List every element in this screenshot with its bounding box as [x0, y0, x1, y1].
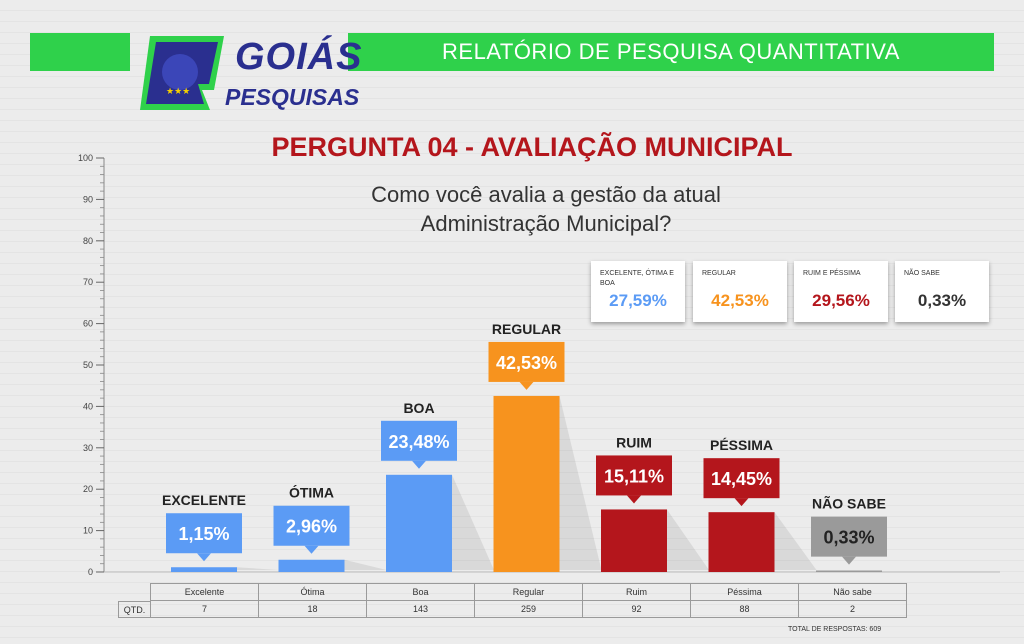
question-title: PERGUNTA 04 - AVALIAÇÃO MUNICIPAL [271, 132, 793, 162]
y-tick-label: 50 [83, 360, 93, 370]
table-cell: 143 [366, 600, 475, 618]
y-tick-label: 30 [83, 443, 93, 453]
summary-card-unknown: NÃO SABE 0,33% [895, 261, 989, 322]
table-row-categories: Excelente Ótima Boa Regular Ruim Péssima… [150, 583, 907, 601]
y-tick-label: 80 [83, 236, 93, 246]
question-text-line2: Administração Municipal? [420, 211, 672, 236]
category-label: BOA [403, 400, 434, 416]
table-cell: 259 [474, 600, 583, 618]
value-badge [381, 420, 457, 461]
table-cell: Boa [366, 583, 475, 601]
bar [493, 395, 560, 572]
table-cell: 2 [798, 600, 907, 618]
value-badge-pointer [412, 460, 426, 469]
category-label: REGULAR [492, 321, 561, 337]
bar-shadow [237, 567, 279, 570]
bar [708, 512, 775, 572]
category-label: EXCELENTE [162, 492, 246, 508]
value-badge [273, 505, 350, 546]
bar [816, 570, 882, 572]
value-badge [811, 516, 887, 557]
bar [171, 567, 237, 572]
y-tick-label: 20 [83, 484, 93, 494]
bar-shadow [559, 395, 602, 570]
summary-value: 29,56% [812, 291, 870, 310]
table-cell: Ótima [258, 583, 367, 601]
bar [278, 559, 345, 572]
y-tick-label: 60 [83, 319, 93, 329]
category-label: NÃO SABE [812, 495, 886, 512]
report-title: RELATÓRIO DE PESQUISA QUANTITATIVA [442, 39, 900, 64]
table-cell: Excelente [150, 583, 259, 601]
y-tick-label: 40 [83, 401, 93, 411]
summary-card-regular: REGULAR 42,53% [693, 261, 787, 322]
category-label: ÓTIMA [289, 484, 334, 501]
brand-name: GOIÁS [235, 36, 363, 78]
value-badge-pointer [627, 495, 641, 504]
summary-card-positive: EXCELENTE, ÓTIMA E BOA 27,59% [591, 261, 685, 322]
y-tick-label: 100 [78, 153, 93, 163]
header-band-left [30, 33, 130, 71]
y-tick-label: 10 [83, 526, 93, 536]
question-text: Como você avalia a gestão da atual Admin… [296, 180, 796, 238]
summary-label: REGULAR [702, 270, 736, 277]
value-badge-pointer [519, 381, 534, 390]
question-text-line1: Como você avalia a gestão da atual [371, 182, 721, 207]
bar [601, 509, 667, 572]
value-label: 2,96% [286, 517, 337, 537]
value-badge-pointer [304, 545, 319, 554]
value-badge [166, 513, 242, 554]
qtd-label: QTD. [118, 601, 150, 618]
total-responses: TOTAL DE RESPOSTAS: 609 [788, 626, 882, 633]
summary-label: NÃO SABE [904, 270, 940, 277]
table-cell: 7 [150, 600, 259, 618]
value-badge-pointer [197, 553, 211, 562]
bar [386, 474, 452, 572]
table-cell: 92 [582, 600, 691, 618]
summary-card-negative: RUIM E PÉSSIMA 29,56% [794, 261, 888, 322]
value-label: 14,45% [711, 469, 772, 489]
bar-shadow [667, 509, 709, 570]
category-label: RUIM [616, 434, 652, 450]
summary-value: 27,59% [609, 291, 667, 310]
brand-logo-icon: ★★★ [140, 36, 224, 110]
brand-subname: PESQUISAS [225, 84, 360, 110]
value-label: 0,33% [823, 528, 874, 548]
bar-shadow [344, 559, 387, 570]
table-cell: 88 [690, 600, 799, 618]
value-label: 23,48% [388, 432, 449, 452]
value-badge-pointer [734, 498, 749, 507]
table-cell: Regular [474, 583, 583, 601]
bar-shadow [452, 474, 494, 570]
value-badge [703, 458, 780, 499]
svg-text:★★★: ★★★ [166, 87, 190, 97]
category-label: PÉSSIMA [710, 437, 773, 453]
summary-value: 42,53% [711, 291, 769, 310]
y-tick-label: 90 [83, 194, 93, 204]
summary-value: 0,33% [917, 291, 967, 310]
summary-label: EXCELENTE, ÓTIMA E BOA [600, 270, 674, 287]
value-label: 15,11% [604, 466, 664, 486]
table-cell: Péssima [690, 583, 799, 601]
counts-table: Excelente Ótima Boa Regular Ruim Péssima… [150, 583, 907, 618]
value-label: 1,15% [178, 524, 229, 544]
table-row-counts: 7 18 143 259 92 88 2 [150, 600, 907, 618]
value-label: 42,53% [496, 353, 557, 373]
value-badge [596, 455, 672, 496]
table-cell: 18 [258, 600, 367, 618]
report-title-band: RELATÓRIO DE PESQUISA QUANTITATIVA [348, 33, 994, 71]
y-tick-label: 0 [88, 567, 93, 577]
summary-label: RUIM E PÉSSIMA [803, 270, 861, 277]
value-badge-pointer [842, 556, 856, 565]
table-cell: Ruim [582, 583, 691, 601]
value-badge [488, 341, 565, 382]
table-cell: Não sabe [798, 583, 907, 601]
y-tick-label: 70 [83, 277, 93, 287]
bar-shadow [774, 512, 817, 570]
